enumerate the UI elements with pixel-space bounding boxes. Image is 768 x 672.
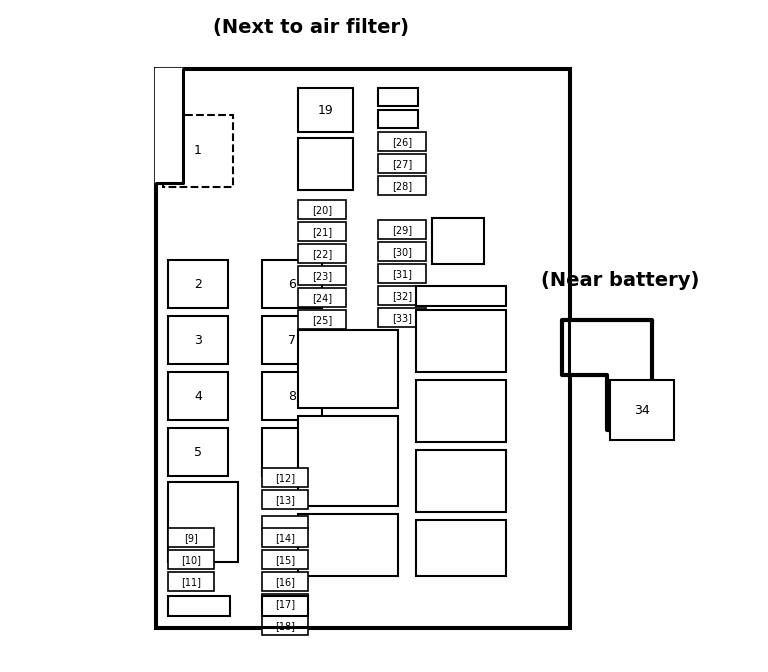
Bar (155, 68, 183, 183)
Bar (378, 286, 426, 305)
Bar (262, 616, 308, 635)
Bar (298, 266, 346, 286)
Bar (168, 550, 214, 569)
Bar (168, 260, 228, 308)
Bar (298, 222, 346, 241)
Text: [32]: [32] (392, 291, 412, 300)
Bar (378, 308, 426, 327)
Bar (262, 428, 322, 476)
Text: 5: 5 (194, 446, 202, 458)
Text: [15]: [15] (275, 554, 295, 564)
Text: 19: 19 (318, 103, 333, 116)
Text: 4: 4 (194, 390, 202, 403)
Bar (262, 490, 308, 509)
Bar (416, 520, 506, 576)
Bar (168, 316, 228, 364)
Bar (378, 88, 418, 106)
Text: (Near battery): (Near battery) (541, 271, 699, 290)
PathPatch shape (562, 320, 652, 430)
Text: 34: 34 (634, 403, 650, 417)
Bar (416, 450, 506, 512)
Text: [24]: [24] (312, 293, 332, 302)
Bar (155, 68, 570, 628)
Bar (262, 572, 308, 591)
Text: 2: 2 (194, 278, 202, 290)
Text: [21]: [21] (312, 226, 332, 237)
Bar (262, 550, 308, 569)
Text: [16]: [16] (275, 577, 295, 587)
Text: 3: 3 (194, 333, 202, 347)
Bar (168, 482, 238, 562)
Bar (432, 218, 484, 264)
Bar (262, 260, 322, 308)
Text: [26]: [26] (392, 136, 412, 146)
Text: 1: 1 (194, 144, 202, 157)
Bar (416, 286, 506, 306)
Bar (610, 380, 674, 440)
Text: 6: 6 (288, 278, 296, 290)
Bar (378, 154, 426, 173)
Bar (168, 596, 230, 616)
Text: [17]: [17] (275, 599, 295, 609)
Text: [29]: [29] (392, 224, 412, 235)
Bar (262, 316, 322, 364)
Bar (262, 528, 308, 548)
Bar (378, 176, 426, 196)
Bar (163, 115, 233, 187)
Text: [31]: [31] (392, 269, 412, 279)
Bar (378, 242, 426, 261)
Text: [23]: [23] (312, 271, 332, 281)
Bar (298, 138, 353, 190)
Bar (378, 132, 426, 151)
Bar (168, 572, 214, 591)
Bar (262, 594, 308, 614)
Text: [30]: [30] (392, 247, 412, 257)
Text: (Next to air filter): (Next to air filter) (213, 19, 409, 38)
Bar (378, 110, 418, 128)
Text: [28]: [28] (392, 181, 412, 191)
Text: [22]: [22] (312, 249, 332, 259)
Bar (298, 514, 398, 576)
Text: [10]: [10] (181, 554, 201, 564)
Text: [20]: [20] (312, 205, 332, 214)
Bar (168, 372, 228, 420)
Text: [11]: [11] (181, 577, 201, 587)
Bar (298, 310, 346, 329)
Text: [13]: [13] (275, 495, 295, 505)
Bar (262, 372, 322, 420)
Bar (298, 88, 353, 132)
Bar (298, 200, 346, 219)
Bar (262, 596, 308, 616)
Text: [27]: [27] (392, 159, 412, 169)
Text: [9]: [9] (184, 533, 198, 543)
Text: [12]: [12] (275, 472, 295, 482)
Bar (168, 528, 214, 548)
Text: [14]: [14] (275, 533, 295, 543)
Bar (378, 264, 426, 284)
Text: 7: 7 (288, 333, 296, 347)
Bar (298, 330, 398, 408)
Bar (168, 428, 228, 476)
Bar (298, 244, 346, 263)
Bar (298, 416, 398, 506)
Text: [18]: [18] (275, 621, 295, 631)
Bar (298, 288, 346, 307)
Bar (262, 468, 308, 487)
Bar (416, 380, 506, 442)
Bar (416, 310, 506, 372)
Text: [25]: [25] (312, 314, 332, 325)
Bar (262, 516, 308, 530)
Text: 8: 8 (288, 390, 296, 403)
Bar (378, 220, 426, 239)
Text: [33]: [33] (392, 312, 412, 323)
